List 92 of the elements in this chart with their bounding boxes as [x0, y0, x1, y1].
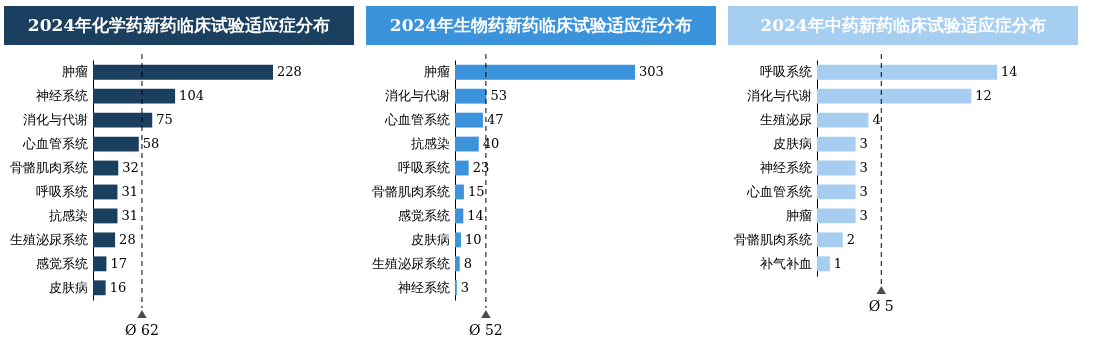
data-label: 3	[460, 279, 470, 295]
data-label: 28	[119, 231, 136, 247]
bar	[455, 160, 469, 176]
bar	[455, 232, 461, 248]
bar	[817, 136, 856, 152]
y-tick-label: 心血管系统	[21, 136, 88, 152]
bar	[817, 112, 869, 128]
data-label: 8	[463, 255, 473, 271]
data-label: 3	[859, 160, 868, 175]
data-label: 47	[486, 112, 504, 128]
data-label: 3	[859, 136, 868, 152]
y-tick-label: 骨骼肌肉系统	[9, 160, 88, 176]
data-label: 3	[859, 183, 868, 199]
data-label: 4	[872, 112, 881, 128]
y-tick-label: 骨骼肌肉系统	[733, 231, 812, 247]
ref-line-label: Ø 62	[125, 322, 159, 338]
data-label: 12	[975, 88, 992, 104]
chart-title: 2024年生物药新药临床试验适应症分布	[366, 6, 716, 45]
chart-title: 2024年化学药新药临床试验适应症分布	[4, 6, 354, 45]
y-tick-label: 呼吸系统	[35, 183, 88, 199]
y-tick-label: 皮肤病	[410, 231, 450, 247]
bar	[93, 208, 118, 224]
bar	[817, 160, 856, 176]
y-tick-label: 消化与代谢	[384, 88, 450, 104]
y-tick-label: 消化与代谢	[746, 88, 812, 104]
y-tick-label: 抗感染	[48, 207, 88, 223]
bar	[93, 256, 107, 272]
y-tick-label: 感觉系统	[35, 255, 88, 271]
data-label: 40	[482, 136, 500, 152]
y-tick-label: 补气补血	[759, 255, 812, 271]
data-label: 1	[833, 255, 843, 271]
bar	[455, 208, 464, 224]
bar	[93, 88, 176, 104]
bar	[817, 88, 972, 104]
bar	[93, 160, 119, 176]
y-tick-label: 抗感染	[410, 136, 450, 152]
ref-line-label: Ø 5	[868, 298, 894, 314]
y-tick-label: 感觉系统	[397, 207, 450, 223]
bar	[455, 184, 464, 200]
y-tick-label: 肿瘤	[61, 64, 88, 80]
bar	[455, 88, 487, 104]
bar	[93, 184, 118, 200]
bar	[455, 256, 460, 272]
bar	[455, 136, 479, 152]
bar	[93, 280, 106, 296]
bar	[817, 256, 830, 272]
data-label: 303	[639, 64, 664, 80]
data-label: 104	[179, 88, 204, 104]
y-tick-label: 神经系统	[759, 160, 812, 175]
bar	[817, 232, 843, 248]
y-tick-label: 肿瘤	[423, 64, 450, 80]
data-label: 53	[490, 88, 508, 104]
y-tick-label: 呼吸系统	[759, 64, 812, 80]
data-label: 32	[122, 160, 139, 176]
data-label: 2	[846, 231, 855, 247]
y-tick-label: 骨骼肌肉系统	[371, 183, 450, 199]
y-tick-label: 心血管系统	[745, 183, 812, 199]
y-tick-label: 心血管系统	[383, 112, 450, 128]
bar	[817, 184, 856, 200]
bar	[817, 64, 997, 80]
y-tick-label: 皮肤病	[48, 279, 88, 295]
bar	[93, 64, 273, 80]
data-label: 31	[121, 207, 139, 223]
bar	[93, 112, 153, 128]
data-label: 17	[110, 255, 127, 271]
bar	[817, 208, 856, 224]
y-tick-label: 生殖泌尿系统	[371, 255, 450, 271]
y-tick-label: 神经系统	[397, 279, 450, 295]
data-label: 14	[1001, 64, 1018, 80]
data-label: 23	[472, 160, 490, 176]
bar	[93, 136, 139, 152]
y-tick-label: 皮肤病	[772, 136, 812, 152]
data-label: 58	[142, 136, 160, 152]
bar	[455, 112, 483, 128]
y-tick-label: 消化与代谢	[22, 112, 88, 128]
y-tick-label: 肿瘤	[785, 207, 812, 223]
data-label: 31	[121, 183, 139, 199]
chart-title: 2024年中药新药临床试验适应症分布	[728, 6, 1078, 45]
data-label: 75	[156, 112, 173, 128]
data-label: 14	[467, 207, 484, 223]
data-label: 10	[464, 231, 482, 247]
y-tick-label: 生殖泌尿	[759, 112, 812, 128]
y-tick-label: 呼吸系统	[397, 160, 450, 176]
data-label: 15	[467, 183, 485, 199]
data-label: 16	[109, 279, 127, 295]
ref-line-label: Ø 52	[469, 322, 503, 338]
bar	[93, 232, 116, 248]
data-label: 228	[277, 64, 302, 80]
y-tick-label: 神经系统	[35, 88, 88, 104]
bar	[455, 64, 635, 80]
y-tick-label: 生殖泌尿系统	[9, 231, 88, 247]
data-label: 3	[859, 207, 868, 223]
